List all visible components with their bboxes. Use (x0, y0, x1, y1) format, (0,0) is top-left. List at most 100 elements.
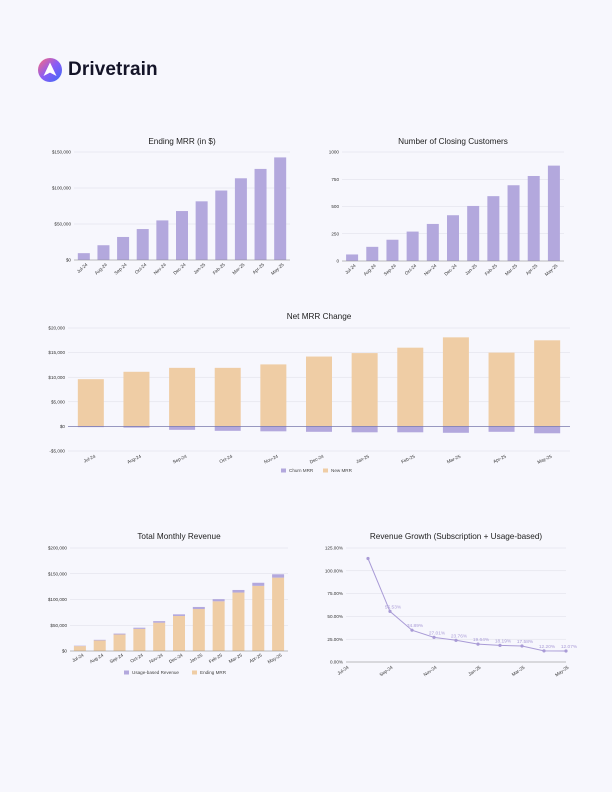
data-point (432, 635, 436, 639)
y-tick-label: $5,000 (51, 399, 65, 404)
x-tick-label: Mar-25 (228, 652, 243, 664)
x-tick-label: Mar-25 (231, 262, 245, 276)
y-tick-label: 125.00% (325, 546, 343, 551)
x-tick-label: Jul-24 (344, 263, 357, 275)
bar-new-mrr (123, 371, 150, 427)
x-tick-label: Dec-24 (172, 262, 187, 276)
x-tick-label: Aug-24 (126, 454, 142, 465)
bar-usage-based-revenue (133, 627, 146, 629)
bar (527, 175, 540, 261)
bar-churn-mrr (351, 426, 378, 433)
bar-usage-based-revenue (272, 574, 285, 578)
x-tick-label: Apr-25 (492, 454, 507, 465)
x-tick-label: May-25 (544, 263, 559, 277)
bar-ending-mrr (232, 592, 245, 651)
closing-customers-chart: Number of Closing Customers 0 250 500 750 100… (329, 137, 564, 277)
legend-label-usage-based-revenue: Usage-based Revenue (132, 670, 179, 675)
x-tick-label: Nov-24 (423, 664, 438, 677)
bar (117, 236, 130, 260)
y-tick-label: $10,000 (48, 375, 65, 380)
bar (507, 185, 520, 261)
bar-ending-mrr (192, 609, 205, 651)
total-monthly-revenue-chart: Total Monthly Revenue $0 $50,000 $100,000 $1… (48, 532, 288, 675)
net-mrr-change-chart: Net MRR Change -$5,000 $0 $5,000 $10,000 $15,… (48, 312, 570, 473)
bar (406, 231, 419, 261)
y-tick-label: 500 (331, 204, 339, 209)
bar-new-mrr (260, 364, 287, 427)
bar-usage-based-revenue (252, 582, 265, 586)
bar (176, 211, 188, 260)
bar-new-mrr (351, 353, 378, 427)
y-tick-label: 100.00% (325, 568, 343, 573)
bar-ending-mrr (173, 615, 185, 651)
data-label: 23.76% (451, 633, 468, 639)
bar-churn-mrr (534, 426, 561, 434)
y-tick-label: $150,000 (48, 571, 68, 576)
y-tick-label: 250 (331, 231, 339, 236)
bar-usage-based-revenue (173, 614, 185, 616)
x-tick-label: Jan-25 (189, 652, 204, 664)
bar-ending-mrr (212, 601, 225, 651)
bar (274, 157, 287, 260)
legend-label-churn-mrr: Churn MRR (289, 468, 314, 473)
bar-usage-based-revenue (153, 621, 166, 623)
bar (156, 220, 169, 260)
data-point (410, 628, 414, 632)
y-tick-label: 25.00% (327, 637, 343, 642)
x-tick-label: Oct-24 (219, 454, 234, 465)
y-tick-label: $0 (60, 424, 66, 429)
legend-swatch-ending-mrr (192, 670, 197, 675)
brand-name: Drivetrain (68, 59, 158, 80)
x-tick-label: Apr-25 (248, 652, 263, 663)
bar (215, 190, 228, 260)
bar-ending-mrr (73, 646, 86, 651)
x-tick-label: Jul-24 (71, 652, 85, 663)
chart-title: Revenue Growth (Subscription + Usage-bas… (370, 532, 543, 541)
x-tick-label: Sep-24 (109, 652, 125, 664)
bar (467, 205, 480, 261)
bar-churn-mrr (123, 426, 150, 428)
bar (234, 178, 247, 260)
y-tick-label: $150,000 (52, 150, 72, 155)
bar-new-mrr (534, 340, 561, 427)
bar-new-mrr (214, 367, 241, 427)
bar (447, 215, 459, 261)
bar (426, 223, 439, 261)
x-tick-label: Jan-25 (464, 263, 478, 276)
y-tick-label: $15,000 (48, 350, 65, 355)
revenue-growth-chart: Revenue Growth (Subscription + Usage-bas… (325, 532, 578, 678)
bar-new-mrr (77, 379, 104, 427)
data-label: 19.64% (473, 637, 490, 643)
x-tick-label: Jan-25 (193, 262, 207, 275)
y-tick-label: 75.00% (327, 591, 343, 596)
bar-churn-mrr (442, 426, 469, 433)
data-label: 55.53% (385, 604, 402, 610)
bar-new-mrr (306, 356, 332, 427)
bar (487, 196, 500, 261)
bar (77, 253, 90, 260)
bar-new-mrr (169, 367, 196, 427)
x-tick-label: Sep-24 (383, 263, 398, 277)
bar-usage-based-revenue (93, 639, 106, 641)
data-point (564, 649, 568, 653)
bar-new-mrr (397, 347, 424, 427)
data-point (520, 644, 524, 648)
x-tick-label: May-25 (554, 664, 570, 677)
bar-ending-mrr (133, 628, 146, 651)
data-point (498, 643, 502, 648)
x-tick-label: Sep-24 (379, 664, 394, 677)
y-tick-label: $50,000 (54, 222, 71, 227)
y-tick-label: $20,000 (48, 326, 65, 331)
bar-new-mrr (442, 337, 469, 427)
x-tick-label: Aug-24 (89, 652, 105, 664)
brand-logo: Drivetrain (38, 58, 158, 82)
y-tick-label: 750 (331, 177, 339, 182)
x-tick-label: Nov-24 (148, 652, 164, 664)
y-tick-label: 0 (336, 259, 339, 264)
bar-usage-based-revenue (113, 633, 126, 635)
x-tick-label: Apr-25 (525, 263, 539, 276)
x-tick-label: Mar-25 (511, 664, 526, 677)
data-label: 27.01% (429, 630, 446, 636)
bar-ending-mrr (252, 585, 265, 651)
bar-ending-mrr (153, 622, 166, 651)
